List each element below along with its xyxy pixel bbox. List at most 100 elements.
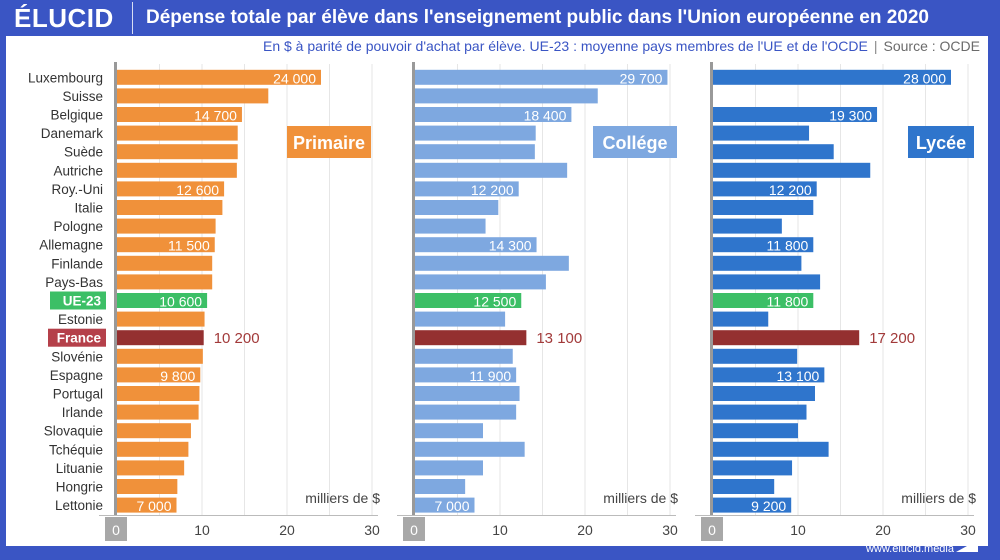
bar-primaire	[117, 367, 201, 383]
country-label: Autriche	[53, 163, 103, 178]
country-label: UE-23	[63, 294, 102, 309]
data-label: 11 900	[469, 368, 511, 384]
data-label: 12 200	[471, 182, 514, 198]
country-label: Espagne	[50, 368, 103, 383]
country-label: Suisse	[62, 89, 103, 104]
bar-collége	[415, 497, 475, 513]
data-label: 28 000	[903, 70, 946, 86]
country-label: Lettonie	[55, 498, 103, 513]
country-label: Slovénie	[51, 349, 103, 364]
bar-lycée	[713, 460, 793, 476]
country-label: Slovaquie	[44, 424, 103, 439]
bar-primaire	[117, 479, 178, 494]
bar-collége	[415, 330, 527, 346]
series-label-primaire: Primaire	[293, 133, 365, 153]
highlight-label-bg	[50, 291, 106, 310]
bar-primaire	[117, 107, 242, 122]
bar-primaire	[117, 441, 189, 457]
bar-lycée	[713, 107, 878, 122]
data-label: 9 800	[160, 368, 195, 384]
data-label: 12 500	[473, 294, 516, 310]
data-label: 9 200	[751, 498, 786, 514]
bar-primaire	[117, 311, 205, 327]
bar-collége	[415, 367, 517, 383]
bar-primaire	[117, 255, 213, 271]
series-label-collége: Collége	[602, 133, 667, 153]
footer-url[interactable]: www.elucid.media	[865, 543, 954, 555]
bar-primaire	[117, 218, 216, 234]
data-label: 11 800	[767, 238, 809, 254]
country-label: Suède	[64, 145, 103, 160]
bar-lycée	[713, 404, 807, 420]
x-tick-label: 20	[875, 522, 891, 538]
bar-collége	[415, 274, 546, 290]
zero-tick-bg	[403, 517, 425, 541]
bar-lycée	[713, 181, 817, 197]
country-label: Danemark	[41, 126, 104, 141]
x-tick-label: 0	[112, 522, 120, 538]
bar-collége	[415, 69, 668, 85]
zero-tick-bg	[701, 517, 723, 541]
bar-collége	[415, 162, 568, 178]
bar-primaire	[117, 125, 238, 141]
bar-collége	[415, 441, 525, 457]
bar-collége	[415, 293, 522, 308]
bar-primaire	[117, 237, 215, 253]
bar-collége	[415, 479, 466, 494]
country-label: Pays-Bas	[45, 275, 103, 290]
country-label: Allemagne	[39, 238, 103, 253]
x-tick-label: 20	[577, 522, 593, 538]
country-label: Portugal	[53, 387, 103, 402]
bar-collége	[415, 144, 535, 160]
bar-lycée	[713, 497, 792, 513]
x-tick-label: 10	[790, 522, 806, 538]
bar-lycée	[713, 386, 815, 401]
data-label: 12 600	[176, 182, 219, 198]
bar-lycée	[713, 479, 775, 494]
data-label: 7 000	[434, 498, 469, 514]
bar-lycée	[713, 330, 860, 346]
bar-primaire	[117, 274, 213, 290]
x-tick-label: 10	[492, 522, 508, 538]
bar-primaire	[117, 423, 191, 439]
x-tick-label: 10	[194, 522, 210, 538]
source-text: Source : OCDE	[883, 38, 980, 54]
series-label-bg	[908, 126, 974, 158]
bar-primaire	[117, 348, 203, 364]
bar-collége	[415, 200, 499, 215]
x-tick-label: 0	[708, 522, 716, 538]
country-label: Hongrie	[56, 480, 103, 495]
country-label: Lituanie	[56, 461, 103, 476]
x-axis-unit-label: milliers de $	[603, 490, 678, 506]
bar-primaire	[117, 88, 269, 104]
bar-collége	[415, 107, 572, 122]
data-label: 13 100	[777, 368, 820, 384]
bar-collége	[415, 181, 519, 197]
data-label: 24 000	[273, 70, 316, 86]
bar-collége	[415, 348, 513, 364]
bar-collége	[415, 255, 569, 271]
bar-lycée	[713, 423, 798, 439]
bar-primaire	[117, 181, 225, 197]
bar-lycée	[713, 162, 871, 178]
country-label: Irlande	[62, 405, 103, 420]
bar-lycée	[713, 237, 814, 253]
bar-lycée	[713, 255, 802, 271]
bar-primaire	[117, 200, 223, 215]
bar-primaire	[117, 386, 200, 401]
bar-collége	[415, 125, 536, 141]
x-tick-label: 20	[279, 522, 295, 538]
country-label: France	[57, 331, 102, 346]
data-label: 10 600	[159, 294, 202, 310]
bar-lycée	[713, 311, 769, 327]
bar-primaire	[117, 497, 177, 513]
bar-primaire	[117, 144, 238, 160]
x-tick-label: 0	[410, 522, 418, 538]
bar-lycée	[713, 367, 825, 383]
series-label-lycée: Lycée	[916, 133, 966, 153]
data-label: 11 800	[767, 294, 809, 310]
bar-collége	[415, 311, 506, 327]
bar-primaire	[117, 69, 321, 85]
country-label: Tchéquie	[49, 442, 103, 457]
